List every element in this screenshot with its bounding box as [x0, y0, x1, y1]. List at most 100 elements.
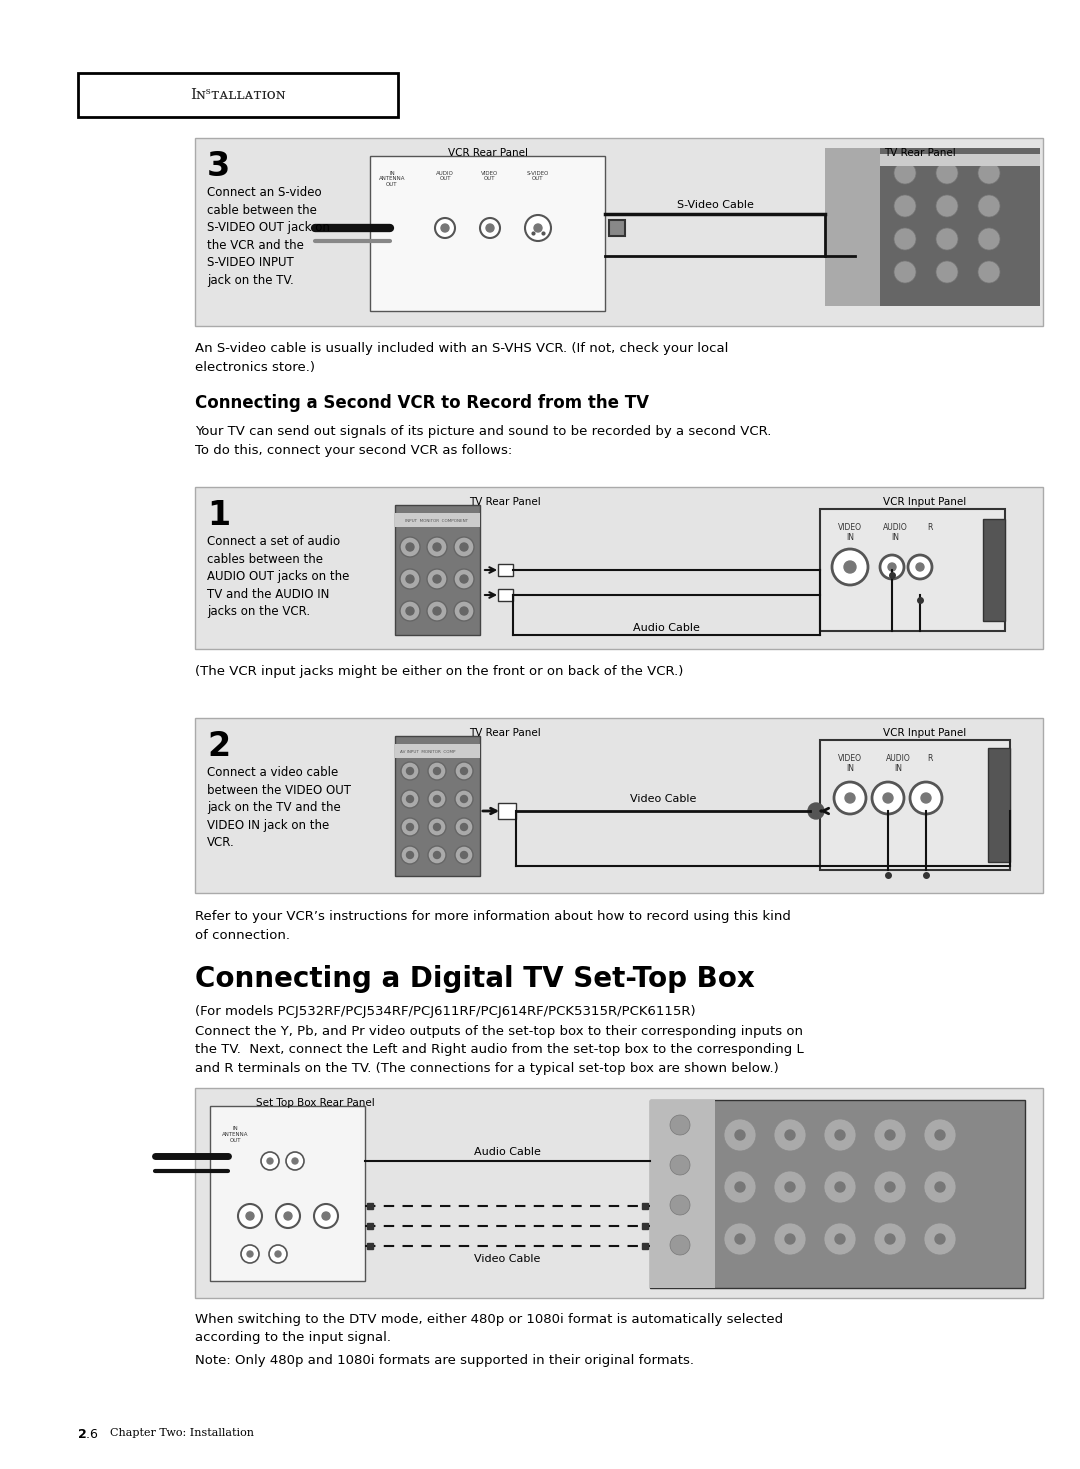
Text: Connect a set of audio
cables between the
AUDIO OUT jacks on the
TV and the AUDI: Connect a set of audio cables between th… [207, 535, 349, 618]
Circle shape [406, 574, 414, 583]
Circle shape [400, 601, 420, 621]
Circle shape [885, 1234, 895, 1244]
Circle shape [824, 1224, 856, 1255]
Circle shape [322, 1212, 330, 1219]
Circle shape [843, 561, 856, 573]
Circle shape [401, 818, 419, 836]
Text: 2: 2 [207, 730, 230, 762]
Circle shape [238, 1205, 262, 1228]
Circle shape [845, 793, 855, 804]
Circle shape [433, 767, 441, 774]
Bar [395, 743, 480, 758]
Circle shape [427, 538, 447, 557]
Text: VCR Input Panel: VCR Input Panel [883, 497, 967, 507]
Circle shape [286, 1152, 303, 1169]
Circle shape [428, 790, 446, 808]
Circle shape [455, 818, 473, 836]
Circle shape [872, 782, 904, 814]
Circle shape [883, 793, 893, 804]
Circle shape [454, 601, 474, 621]
Circle shape [935, 1183, 945, 1191]
Text: IN
ANTENNA
OUT: IN ANTENNA OUT [379, 170, 405, 187]
Text: An S-video cable is usually included with an S-VHS VCR. (If not, check your loca: An S-video cable is usually included wit… [195, 342, 728, 373]
Circle shape [433, 824, 441, 830]
Circle shape [525, 214, 551, 241]
Circle shape [670, 1155, 690, 1175]
Circle shape [433, 796, 441, 802]
Bar [395, 513, 480, 527]
Circle shape [924, 1224, 956, 1255]
Circle shape [455, 762, 473, 780]
Circle shape [894, 162, 916, 184]
Text: 3: 3 [207, 150, 230, 184]
Bar [195, 718, 1043, 893]
Bar [880, 148, 1040, 306]
Text: IN
ANTENNA
OUT: IN ANTENNA OUT [221, 1127, 248, 1143]
Circle shape [670, 1115, 690, 1136]
Circle shape [406, 767, 414, 774]
Bar [370, 156, 605, 311]
Circle shape [406, 796, 414, 802]
Circle shape [269, 1246, 287, 1263]
Text: 2: 2 [78, 1428, 86, 1441]
Circle shape [908, 555, 932, 579]
Circle shape [894, 228, 916, 250]
Circle shape [670, 1235, 690, 1255]
Circle shape [724, 1171, 756, 1203]
Circle shape [428, 818, 446, 836]
Circle shape [428, 846, 446, 864]
Text: R: R [928, 523, 933, 532]
Circle shape [935, 1234, 945, 1244]
Bar [498, 564, 513, 576]
Circle shape [435, 217, 455, 238]
Circle shape [978, 261, 1000, 284]
Bar [650, 1100, 715, 1288]
Text: Connect an S-video
cable between the
S-VIDEO OUT jack on
the VCR and the
S-VIDEO: Connect an S-video cable between the S-V… [207, 187, 329, 286]
Circle shape [785, 1183, 795, 1191]
Bar [395, 736, 480, 876]
Circle shape [978, 162, 1000, 184]
Circle shape [835, 1130, 845, 1140]
Circle shape [835, 1183, 845, 1191]
Bar [820, 740, 1010, 870]
Circle shape [785, 1234, 795, 1244]
Text: VIDEO
IN: VIDEO IN [838, 754, 862, 773]
Text: S-VIDEO
OUT: S-VIDEO OUT [527, 170, 550, 181]
Text: AUDIO
IN: AUDIO IN [886, 754, 910, 773]
Bar [195, 488, 1043, 649]
Circle shape [774, 1171, 806, 1203]
Text: Video Cable: Video Cable [474, 1255, 541, 1263]
Circle shape [874, 1119, 906, 1152]
Circle shape [454, 538, 474, 557]
Bar [983, 519, 1005, 621]
Circle shape [275, 1252, 281, 1257]
Text: TV Rear Panel: TV Rear Panel [885, 148, 956, 159]
Circle shape [246, 1212, 254, 1219]
Circle shape [428, 762, 446, 780]
Circle shape [916, 563, 924, 571]
Circle shape [936, 261, 958, 284]
Circle shape [824, 1119, 856, 1152]
Text: Audio Cable: Audio Cable [474, 1147, 541, 1158]
Text: .6: .6 [86, 1428, 106, 1441]
Circle shape [433, 607, 441, 616]
Circle shape [460, 824, 468, 830]
Circle shape [455, 846, 473, 864]
Circle shape [433, 574, 441, 583]
Circle shape [460, 607, 468, 616]
Circle shape [724, 1224, 756, 1255]
Circle shape [808, 804, 824, 820]
Text: (The VCR input jacks might be either on the front or on back of the VCR.): (The VCR input jacks might be either on … [195, 665, 684, 679]
Circle shape [885, 1130, 895, 1140]
Circle shape [241, 1246, 259, 1263]
Circle shape [834, 782, 866, 814]
Circle shape [935, 1130, 945, 1140]
Circle shape [406, 544, 414, 551]
Bar [650, 1100, 1025, 1288]
Circle shape [894, 261, 916, 284]
Text: Connecting a Second VCR to Record from the TV: Connecting a Second VCR to Record from t… [195, 394, 649, 411]
Circle shape [885, 1183, 895, 1191]
Circle shape [735, 1183, 745, 1191]
Circle shape [824, 1171, 856, 1203]
Circle shape [774, 1224, 806, 1255]
